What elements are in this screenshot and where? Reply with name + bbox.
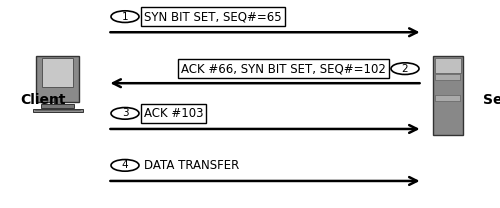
FancyBboxPatch shape bbox=[41, 104, 74, 108]
Text: Client: Client bbox=[20, 93, 66, 107]
Text: ACK #103: ACK #103 bbox=[144, 107, 204, 120]
Text: 2: 2 bbox=[402, 64, 408, 74]
FancyBboxPatch shape bbox=[36, 56, 79, 102]
Text: 1: 1 bbox=[122, 12, 128, 22]
FancyBboxPatch shape bbox=[435, 74, 460, 80]
FancyBboxPatch shape bbox=[434, 58, 460, 73]
Text: Server: Server bbox=[482, 93, 500, 107]
FancyBboxPatch shape bbox=[32, 109, 82, 112]
Text: ACK #66, SYN BIT SET, SEQ#=102: ACK #66, SYN BIT SET, SEQ#=102 bbox=[181, 62, 386, 75]
FancyBboxPatch shape bbox=[54, 97, 61, 104]
Text: 3: 3 bbox=[122, 108, 128, 118]
FancyBboxPatch shape bbox=[435, 95, 460, 101]
Text: SYN BIT SET, SEQ#=65: SYN BIT SET, SEQ#=65 bbox=[144, 10, 282, 23]
FancyBboxPatch shape bbox=[432, 56, 462, 135]
FancyBboxPatch shape bbox=[42, 58, 73, 87]
Text: DATA TRANSFER: DATA TRANSFER bbox=[144, 159, 240, 172]
Text: 4: 4 bbox=[122, 160, 128, 170]
